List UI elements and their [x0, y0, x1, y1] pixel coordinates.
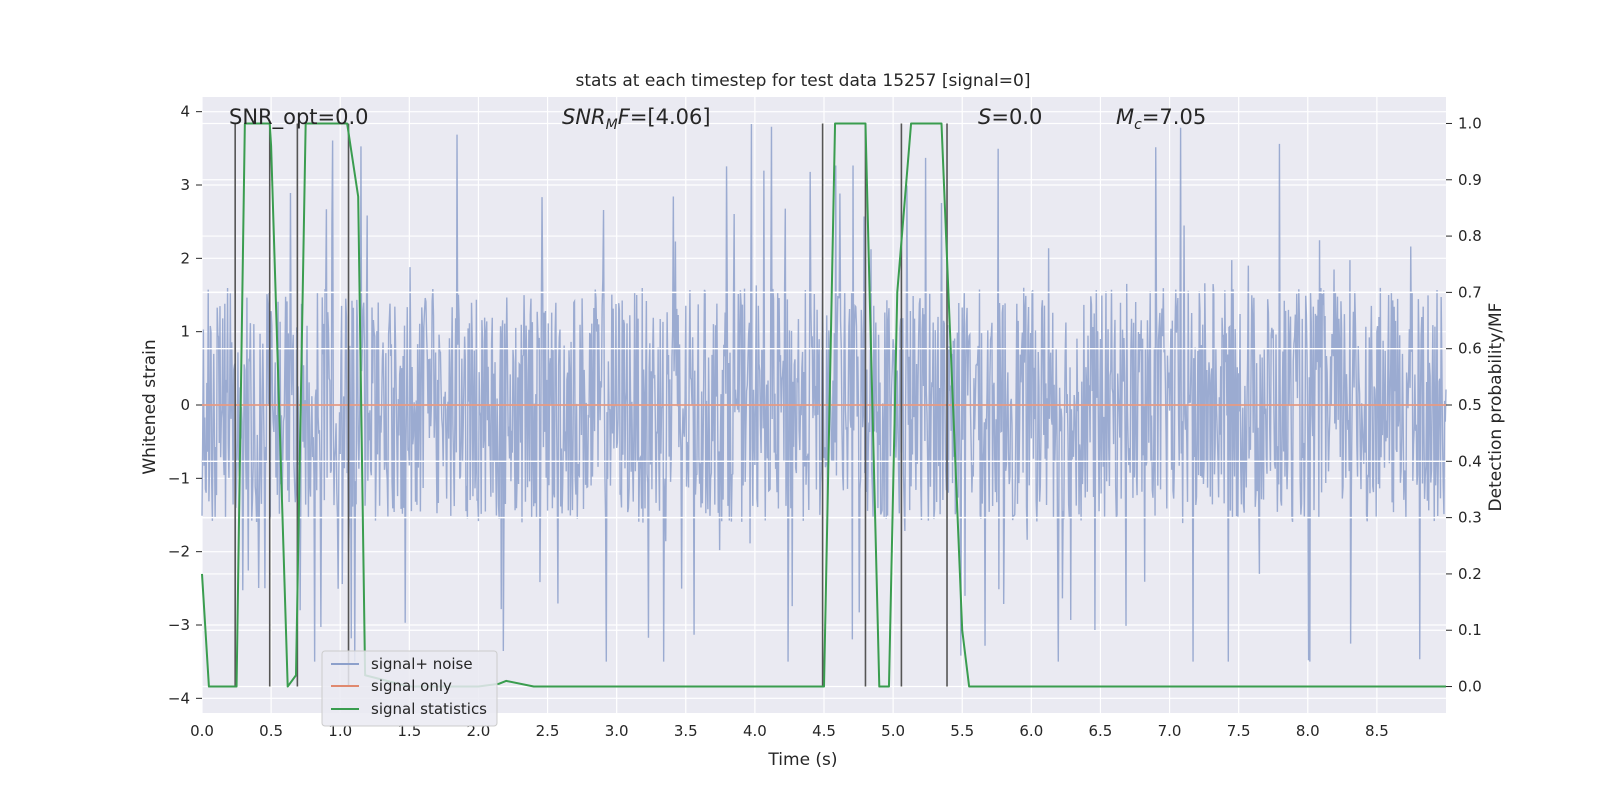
y2-tick-label: 0.1 — [1458, 621, 1482, 639]
y2-tick-label: 0.5 — [1458, 396, 1482, 414]
y2-tick-label: 1.0 — [1458, 114, 1482, 132]
x-tick-label: 6.5 — [1089, 722, 1113, 740]
y-axis-left: 4 3 2 1 0 −1 −2 −3 −4 — [168, 103, 202, 707]
y-tick-label: 2 — [180, 249, 190, 267]
y2-tick-label: 0.6 — [1458, 340, 1482, 358]
annotation-snr-opt: SNR_opt=0.0 — [229, 105, 369, 130]
y-tick-label: −2 — [168, 543, 190, 561]
x-tick-label: 0.5 — [259, 722, 283, 740]
x-axis-label: Time (s) — [767, 750, 837, 770]
x-tick-label: 3.5 — [674, 722, 698, 740]
x-tick-label: 6.0 — [1019, 722, 1043, 740]
y2-axis-label: Detection probability/MF — [1486, 303, 1506, 512]
y2-tick-label: 0.2 — [1458, 565, 1482, 583]
y-axis-right: 1.0 0.9 0.8 0.7 0.6 0.5 0.4 0.3 0.2 0.1 0.0 — [1446, 114, 1482, 696]
x-tick-label: 5.0 — [881, 722, 905, 740]
y-axis-label: Whitened strain — [140, 339, 160, 474]
x-tick-label: 2.5 — [536, 722, 560, 740]
y-tick-label: 0 — [180, 396, 190, 414]
y2-tick-label: 0.0 — [1458, 678, 1482, 696]
annotation-snr-mf: SNRMF=[4.06] — [562, 105, 711, 133]
x-tick-label: 5.5 — [950, 722, 974, 740]
y-tick-label: 1 — [180, 323, 190, 341]
annotation-mc: Mc=7.05 — [1116, 105, 1206, 133]
x-tick-label: 7.5 — [1227, 722, 1251, 740]
x-tick-label: 4.5 — [812, 722, 836, 740]
y2-tick-label: 0.7 — [1458, 283, 1482, 301]
x-tick-label: 3.0 — [605, 722, 629, 740]
chart-title: stats at each timestep for test data 152… — [576, 71, 1031, 91]
x-tick-label: 8.0 — [1296, 722, 1320, 740]
y2-tick-label: 0.8 — [1458, 227, 1482, 245]
y-tick-label: −1 — [168, 469, 190, 487]
plot-area — [201, 97, 1447, 713]
y2-tick-label: 0.4 — [1458, 452, 1482, 470]
x-tick-label: 4.0 — [743, 722, 767, 740]
legend-label-noise: signal+ noise — [371, 655, 473, 673]
x-tick-label: 8.5 — [1365, 722, 1389, 740]
y-tick-label: −4 — [168, 689, 190, 707]
series-signal-noise-line — [201, 124, 1447, 662]
x-tick-label: 7.0 — [1158, 722, 1182, 740]
y-tick-label: 3 — [180, 176, 190, 194]
legend: signal+ noise signal only signal statist… — [321, 650, 498, 727]
y2-tick-label: 0.3 — [1458, 509, 1482, 527]
y-tick-label: 4 — [180, 103, 190, 121]
legend-box — [321, 650, 498, 727]
x-tick-label: 0.0 — [190, 722, 214, 740]
legend-label-signal: signal only — [371, 677, 452, 695]
series-signal-statistics-line — [201, 122, 1446, 688]
y-tick-label: −3 — [168, 616, 190, 634]
legend-label-stats: signal statistics — [371, 700, 487, 718]
y2-tick-label: 0.9 — [1458, 171, 1482, 189]
annotation-s-stat: S=0.0 — [978, 105, 1042, 129]
